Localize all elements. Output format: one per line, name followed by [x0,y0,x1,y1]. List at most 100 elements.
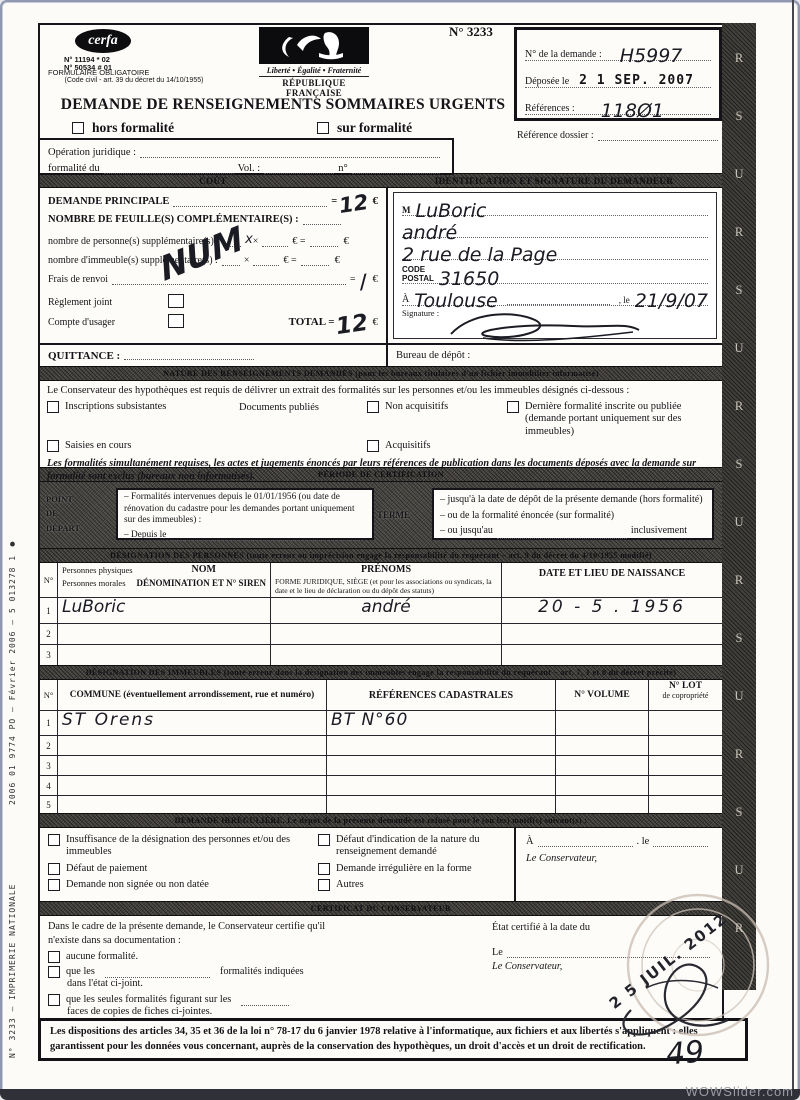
section-bar-immeubles: DÉSIGNATION DES IMMEUBLES (toute erreur … [40,665,722,680]
formalite-du-field[interactable] [103,165,234,174]
person-row-2[interactable]: 2 [40,623,722,644]
euro-equals: € = [283,255,297,266]
formalites-indiquees-checkbox[interactable] [48,966,60,979]
insuffisance-checkbox[interactable] [48,834,60,846]
numero-field[interactable] [351,165,440,174]
derniere-formalite-label: Dernière formalité inscrite ou publiée (… [525,401,682,437]
etat-certifie-label: État certifié à la date du [492,922,591,933]
identification-section: M LuBoric andré 2 rue de la Page CODE PO… [386,188,722,366]
le-date-field[interactable] [653,838,708,847]
person-row-3[interactable]: 3 [40,644,722,665]
irreguliere-forme-checkbox[interactable] [318,862,330,875]
immeuble-row-1[interactable]: 1 ST Orens BT N°60 [40,710,722,735]
no-lot-label: N° LOT [668,681,703,691]
personnes-supp-count-field[interactable] [223,238,242,247]
refus-column-1: Insuffisance de la désignation des perso… [40,828,316,901]
defaut-indication-checkbox[interactable] [318,834,330,846]
edge-letters: R S U R S U R S U R S U R S U R [734,51,744,935]
section-bar-certificat: CERTIFICAT DU CONSERVATEUR [40,901,722,916]
vol-field[interactable] [264,165,335,174]
immeubles-supp-total-field[interactable] [300,257,329,266]
volume-cell [555,736,648,755]
certificat-section: Dans le cadre de la présente demande, le… [40,916,722,1019]
immeubles-supp-rate-field[interactable] [253,257,280,266]
row-number: 3 [46,650,51,660]
handwritten-x-mark: x [245,232,253,247]
lot-cell [648,736,722,755]
le-label: , le [618,295,630,305]
aucune-formalite-checkbox[interactable] [48,951,60,964]
immeuble-row-3[interactable]: 3 [40,755,722,775]
formalites-count-field[interactable] [104,969,210,979]
code-postal-label: CODE POSTAL [402,265,434,283]
prenoms-label: PRÉNOMS [361,564,411,575]
documents-publies-label: Documents publiés [239,402,319,413]
le-date-label: . le [636,836,650,847]
saisies-en-cours-checkbox[interactable] [47,440,59,453]
a-label: À [402,294,410,305]
commune-handwritten: ST Orens [62,711,156,730]
personnes-supp-rate-field[interactable] [262,238,289,247]
compte-usager-checkbox[interactable] [168,314,184,328]
a-location-field[interactable] [537,838,633,847]
refus-column-2: Défaut d'indication de la nature du rens… [316,828,514,901]
republique-francaise-block: Liberté • Égalité • Fraternité RÉPUBLIQU… [259,27,369,98]
depuis-le-field[interactable] [170,532,362,542]
city-field [506,296,610,305]
form-header: cerfa N° 11194 * 02 N° 50534 # 01 FORMUL… [38,24,722,175]
immeuble-row-4[interactable]: 4 [40,775,722,795]
certificat-right: État certifié à la date du Le Le Conserv… [492,922,714,972]
reglement-joint-checkbox[interactable] [168,294,184,308]
irreguliere-forme-label: Demande irrégulière en la forme [336,862,472,874]
deposited-date-label: Déposée le [525,76,570,87]
person-row-1[interactable]: 1 LuBoric andré 20 - 5 . 1956 [40,597,722,623]
commune-cell [57,736,326,755]
compte-usager-label: Compte d'usager [48,317,116,328]
operation-juridique-field[interactable] [140,149,440,158]
immeubles-supp-count-field[interactable] [221,257,240,266]
derniere-formalite-checkbox[interactable] [507,401,519,413]
seules-formalites-checkbox[interactable] [48,994,60,1007]
nature-exclusion-note: Les formalités simultanément requises, l… [47,457,697,483]
acquisitifs-checkbox[interactable] [367,440,379,453]
non-acquisitifs-label: Non acquisitifs [385,401,449,412]
dossier-reference-field[interactable] [597,132,718,141]
scan-edge-line [792,0,794,1100]
immeubles-table-header: N° COMMUNE (éventuellement arrondissemen… [40,680,722,710]
autres-checkbox[interactable] [318,879,330,892]
non-signee-checkbox[interactable] [48,879,60,892]
personnes-supp-total-field[interactable] [309,238,338,247]
section-bar-demande-irreguliere: DEMANDE IRRÉGULIÈRE. Le dépôt de la prés… [40,813,722,828]
liberte-egalite-fraternite: Liberté • Égalité • Fraternité [259,66,369,77]
defaut-indication-option: Défaut d'indication de la nature du rens… [318,834,510,859]
cerfa-number-1: N° 11194 * 02 [64,55,110,64]
inscriptions-subsistantes-checkbox[interactable] [47,401,59,413]
ou-jusquau-field[interactable] [496,530,627,539]
hors-formalite-checkbox[interactable] [72,122,84,134]
personnes-morales-label: Personnes morales [62,578,126,588]
demande-principale-label: DEMANDE PRINCIPALE [48,196,170,207]
sur-formalite-checkbox[interactable] [317,122,329,134]
feuilles-complementaires-field[interactable] [302,216,341,225]
non-acquisitifs-checkbox[interactable] [367,401,379,413]
references-value: 118Ø1 [600,100,665,122]
dossier-reference-label: Référence dossier : [517,130,594,141]
immeuble-row-5[interactable]: 5 [40,795,722,813]
imprimerie-nationale-vertical: N° 3233 – IMPRIMERIE NATIONALE [8,883,17,1059]
aucune-formalite-option: aucune formalité. [48,951,472,964]
acquisitifs-option: Acquisitifs [367,440,431,453]
certificat-date-field[interactable] [506,949,710,958]
section-bar-periode: PÉRIODE DE CERTIFICATION [40,467,722,482]
cerfa-logo-text: cerfa [88,33,118,48]
numero-label: n° [338,163,348,174]
defaut-paiement-checkbox[interactable] [48,862,60,875]
quittance-field[interactable] [124,351,255,360]
feuilles-complementaires-label: NOMBRE DE FEUILLE(S) COMPLÉMENTAIRE(S) : [48,214,299,225]
acquisitifs-label: Acquisitifs [385,440,431,452]
immeuble-row-2[interactable]: 2 [40,735,722,755]
irreguliere-forme-option: Demande irrégulière en la forme [318,862,510,875]
faces-count-field[interactable] [241,997,290,1007]
non-acquisitifs-option: Non acquisitifs [367,401,507,413]
frais-renvoi-leader [112,276,346,285]
